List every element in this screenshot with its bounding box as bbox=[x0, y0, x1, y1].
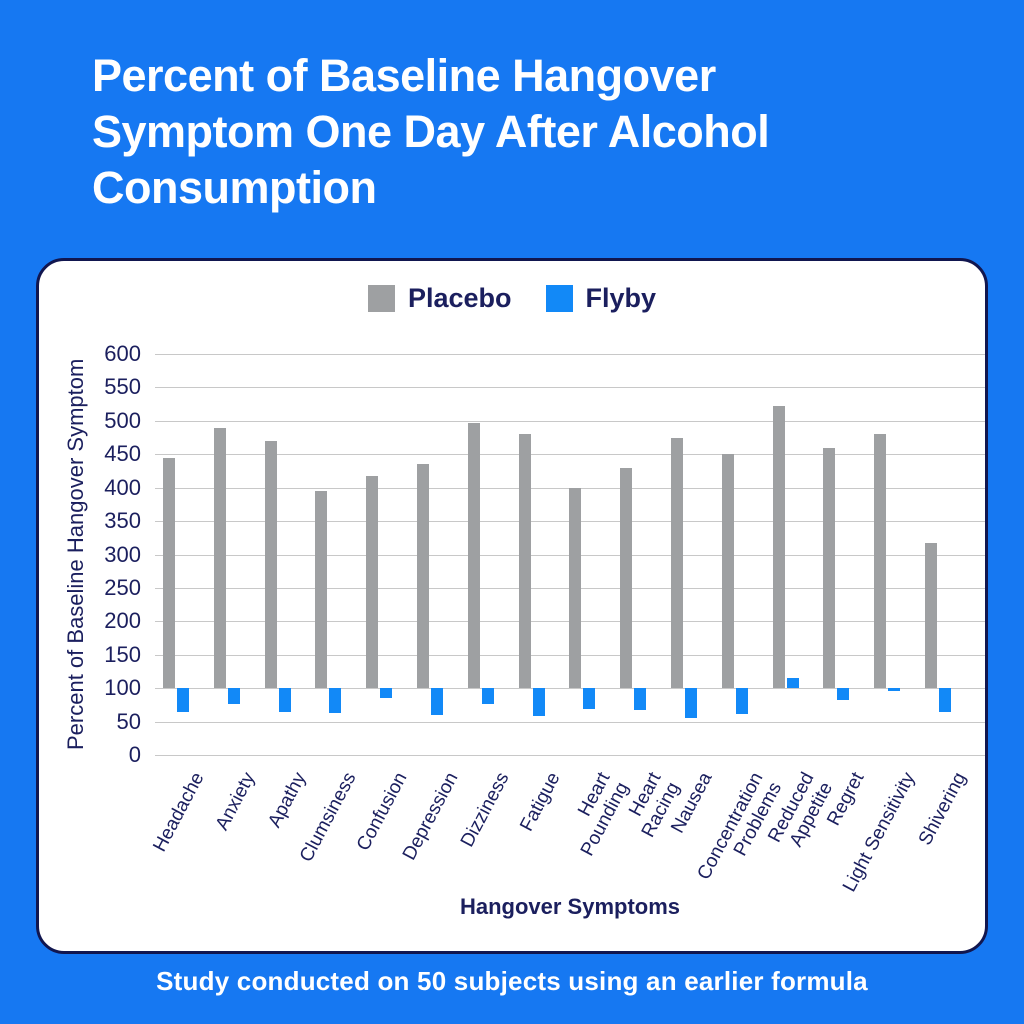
bar-flyby-10 bbox=[634, 688, 647, 710]
gridline bbox=[155, 387, 985, 389]
gridline bbox=[155, 688, 985, 690]
bar-placebo-15 bbox=[874, 434, 887, 689]
bar-placebo-1 bbox=[163, 457, 175, 689]
bar-placebo-16 bbox=[925, 543, 937, 689]
gridline bbox=[155, 721, 985, 723]
plot-area: 0 50 100 150 200 250 300 350 400 450 500 550 600 bbox=[104, 343, 985, 766]
page-title: Percent of Baseline Hangover Symptom One… bbox=[92, 50, 770, 213]
bar-flyby-1 bbox=[177, 688, 189, 712]
bar-flyby-15 bbox=[888, 688, 901, 692]
legend-label-placebo: Placebo bbox=[407, 283, 512, 313]
legend-item-flyby: Flyby bbox=[545, 283, 657, 314]
legend-label-flyby: Flyby bbox=[585, 283, 657, 313]
bar-flyby-14 bbox=[837, 688, 850, 701]
y-tick-label: 150 bbox=[104, 641, 141, 667]
gridline bbox=[155, 354, 985, 355]
bar-placebo-7 bbox=[467, 422, 480, 689]
y-tick-label: 350 bbox=[104, 508, 141, 534]
bar-placebo-4 bbox=[315, 491, 328, 689]
y-tick-label: 200 bbox=[104, 608, 141, 634]
legend: Placebo Flyby bbox=[39, 283, 985, 314]
chart-card: Placebo Flyby Percent of Baseline Hangov… bbox=[36, 258, 988, 954]
bar-flyby-7 bbox=[481, 688, 494, 704]
bar-flyby-13 bbox=[786, 678, 799, 689]
bar-flyby-6 bbox=[431, 688, 443, 715]
x-tick-labels: Headache Anxiety Apathy Clumsiness Confusion… bbox=[149, 763, 985, 895]
gridline bbox=[155, 454, 985, 456]
bar-placebo-9 bbox=[569, 487, 582, 689]
y-tick-label: 0 bbox=[128, 742, 141, 767]
bar-placebo-11 bbox=[671, 438, 683, 689]
bar-placebo-10 bbox=[620, 467, 633, 689]
y-tick-label: 600 bbox=[104, 341, 141, 366]
bar-placebo-12 bbox=[721, 453, 734, 689]
bar-placebo-14 bbox=[823, 447, 836, 689]
bar-placebo-5 bbox=[366, 475, 379, 689]
y-tick-label: 50 bbox=[116, 708, 141, 734]
bar-placebo-8 bbox=[518, 434, 531, 689]
bar-flyby-16 bbox=[939, 688, 951, 712]
bar-placebo-13 bbox=[772, 406, 785, 689]
y-tick-label: 450 bbox=[104, 441, 141, 467]
bar-flyby-5 bbox=[380, 688, 393, 699]
gridline bbox=[155, 755, 985, 756]
bar-placebo-3 bbox=[264, 440, 277, 689]
flyby-swatch-icon bbox=[545, 285, 573, 312]
legend-item-placebo: Placebo bbox=[367, 283, 512, 314]
y-tick-label: 250 bbox=[104, 574, 141, 600]
bar-flyby-2 bbox=[227, 688, 240, 705]
y-tick-label: 100 bbox=[104, 675, 141, 701]
bar-placebo-2 bbox=[213, 427, 226, 689]
y-tick-label: 500 bbox=[104, 407, 141, 433]
bar-flyby-8 bbox=[532, 688, 545, 716]
y-tick-label: 550 bbox=[104, 374, 141, 400]
gridline bbox=[155, 420, 985, 422]
footer-caption: Study conducted on 50 subjects using an … bbox=[156, 966, 868, 996]
placebo-swatch-icon bbox=[367, 285, 395, 312]
bar-flyby-3 bbox=[278, 688, 291, 712]
bar-flyby-4 bbox=[329, 688, 342, 713]
y-tick-label: 400 bbox=[104, 474, 141, 500]
bar-flyby-12 bbox=[735, 688, 748, 715]
x-axis-title: Hangover Symptoms bbox=[459, 894, 681, 919]
bar-flyby-11 bbox=[685, 688, 697, 719]
y-tick-label: 300 bbox=[104, 541, 141, 567]
bar-placebo-6 bbox=[417, 464, 429, 689]
y-axis-title: Percent of Baseline Hangover Symptom bbox=[63, 358, 88, 751]
bar-flyby-9 bbox=[583, 688, 596, 709]
